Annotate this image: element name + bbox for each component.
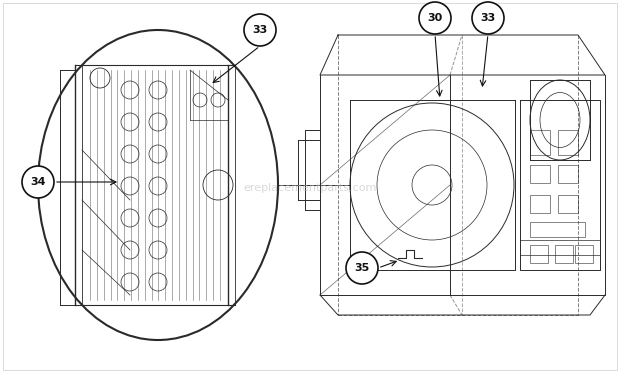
Text: 30: 30 [427, 13, 443, 23]
Circle shape [472, 2, 504, 34]
Bar [530, 245, 548, 263]
Bar [530, 195, 550, 213]
Bar [558, 165, 578, 183]
Text: 33: 33 [252, 25, 268, 35]
Bar [530, 165, 550, 183]
Bar [530, 222, 585, 237]
Bar [555, 245, 573, 263]
Text: 33: 33 [480, 13, 495, 23]
Text: 34: 34 [30, 177, 46, 187]
Bar [558, 130, 578, 155]
Ellipse shape [38, 30, 278, 340]
Text: 35: 35 [355, 263, 370, 273]
Circle shape [22, 166, 54, 198]
Bar [558, 195, 578, 213]
Text: ereplacementparts.com: ereplacementparts.com [243, 183, 377, 193]
Circle shape [346, 252, 378, 284]
Bar [530, 130, 550, 155]
Circle shape [419, 2, 451, 34]
Circle shape [244, 14, 276, 46]
Bar [575, 245, 593, 263]
